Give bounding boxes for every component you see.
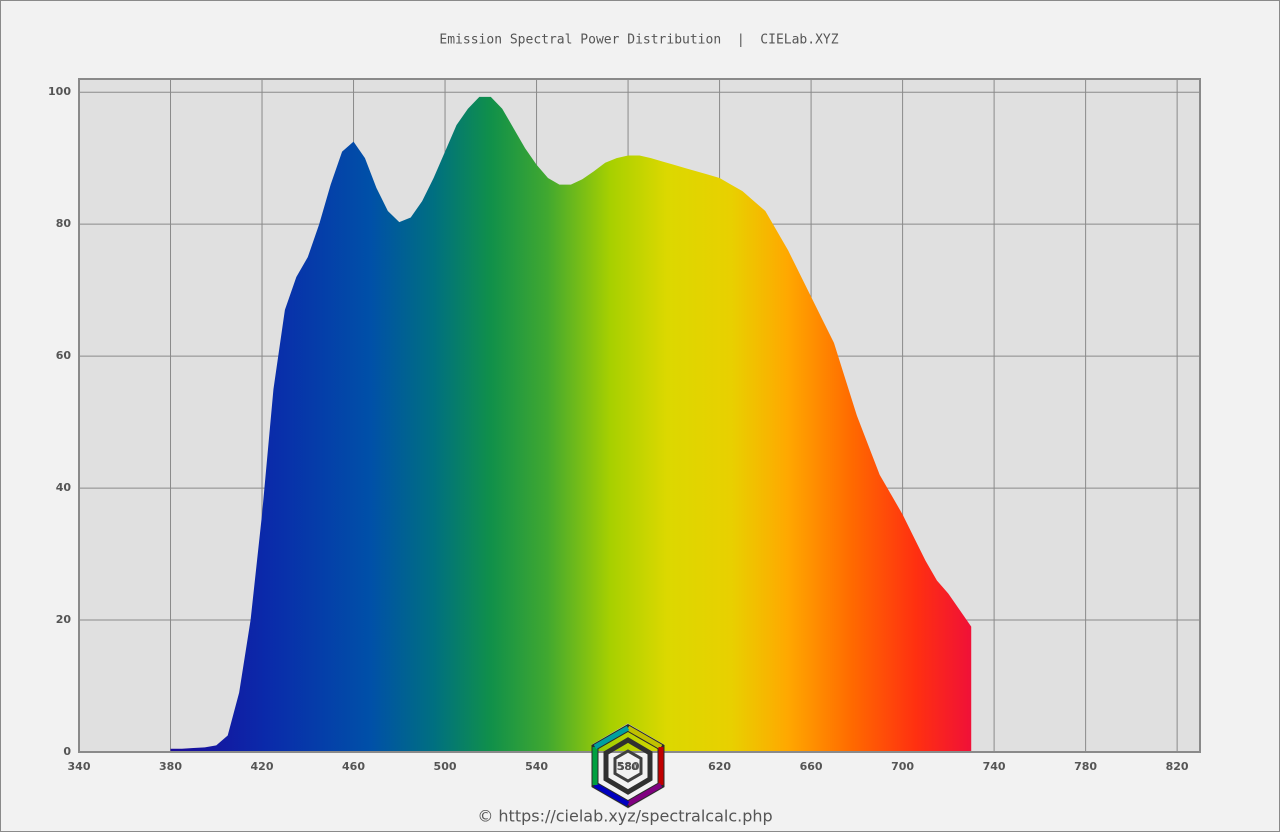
y-tick-label: 20 — [56, 613, 72, 626]
chart-title: Emission Spectral Power Distribution | C… — [439, 33, 838, 48]
spectrum-area — [170, 96, 972, 753]
x-tick-label: 380 — [159, 760, 182, 773]
x-tick-label: 820 — [1166, 760, 1189, 773]
marks — [170, 96, 972, 753]
y-tick-label: 100 — [48, 85, 71, 98]
y-tick-label: 40 — [56, 481, 72, 494]
x-tick-label: 700 — [891, 760, 914, 773]
footer: © https://cielab.xyz/spectralcalc.php — [477, 807, 772, 826]
plot-border — [78, 78, 1201, 753]
logo: 580 — [591, 723, 665, 809]
x-tick-label: 460 — [342, 760, 365, 773]
y-tick-label: 80 — [56, 217, 72, 230]
x-tick-label: 340 — [68, 760, 91, 773]
logo-label: 580 — [618, 762, 637, 773]
x-tick-label: 500 — [434, 760, 457, 773]
x-tick-label: 540 — [525, 760, 548, 773]
x-tick-label: 420 — [251, 760, 274, 773]
y-tick-label: 0 — [63, 745, 71, 758]
x-tick-label: 620 — [708, 760, 731, 773]
x-tick-label: 740 — [983, 760, 1006, 773]
x-tick-label: 660 — [800, 760, 823, 773]
x-tick-label: 580 — [617, 760, 640, 773]
y-tick-label: 60 — [56, 349, 72, 362]
x-tick-label: 780 — [1074, 760, 1097, 773]
